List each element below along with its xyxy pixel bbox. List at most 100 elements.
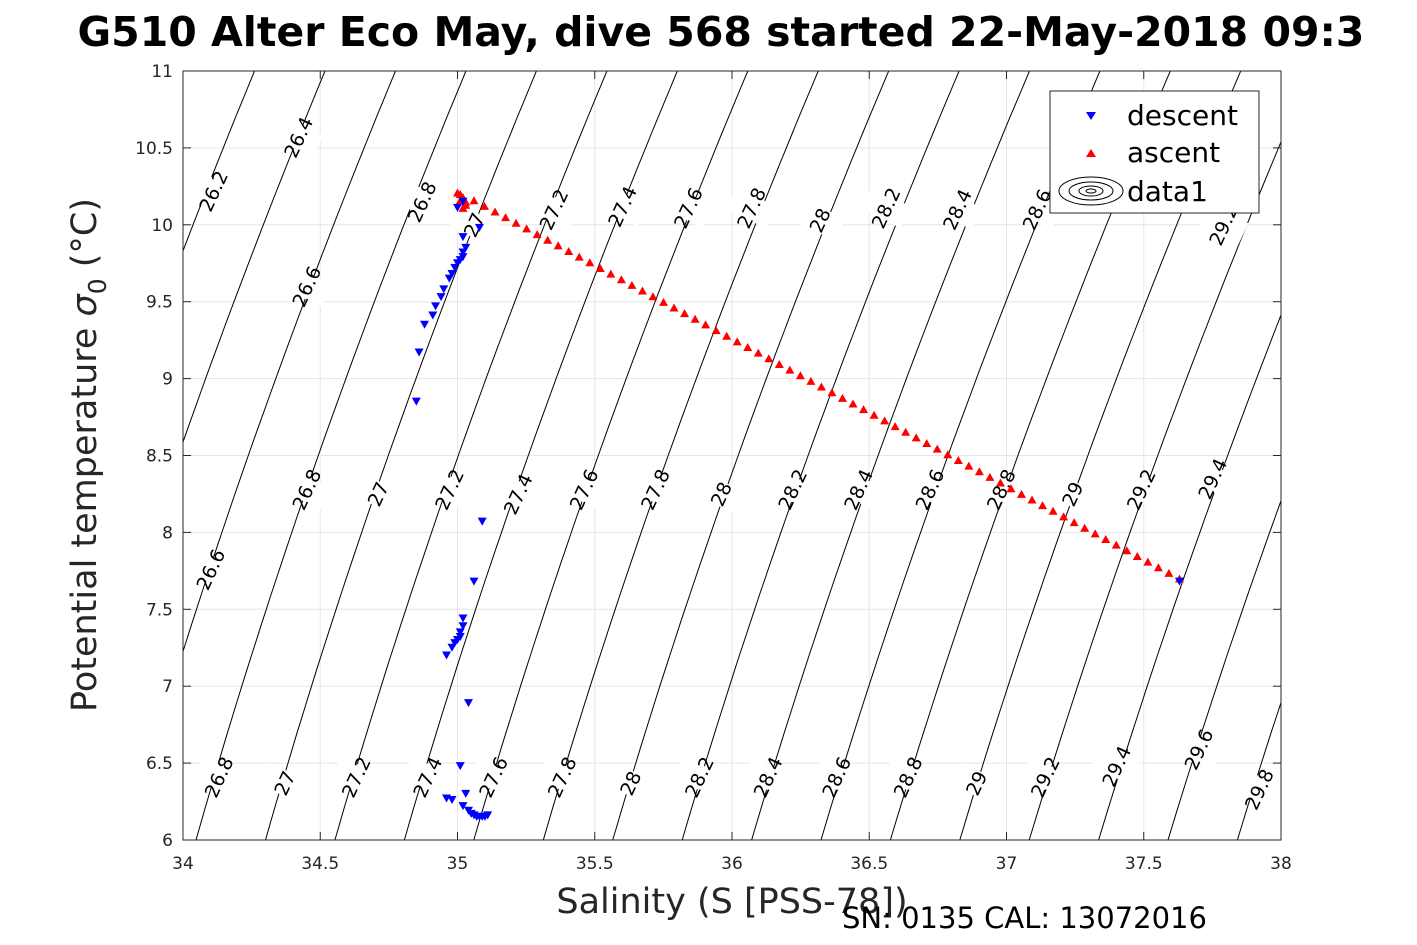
contour-label-bg <box>1019 756 1070 798</box>
contour-line <box>1167 499 1281 840</box>
legend-ascent-marker <box>1086 149 1096 157</box>
contour-label-bg <box>860 187 911 229</box>
descent-point <box>455 628 465 637</box>
ascent-point <box>953 455 963 464</box>
x-tick-label: 35 <box>447 854 469 874</box>
ascent-point <box>479 201 489 210</box>
ascent-point <box>848 399 858 408</box>
ascent-point <box>890 422 900 431</box>
descent-point <box>428 311 438 320</box>
ascent-point <box>690 314 700 323</box>
descent-point <box>450 263 460 272</box>
ascent-point <box>701 320 711 329</box>
descent-point <box>483 811 493 820</box>
y-tick-label: 6 <box>162 831 173 851</box>
contour-label-bg <box>767 469 818 510</box>
ascent-point <box>1027 495 1037 504</box>
contour-label-bg <box>696 473 747 515</box>
footer-serial-cal: SN: 0135 CAL: 13072016 <box>842 901 1207 935</box>
ascent-point <box>943 450 953 459</box>
contour-label-bg <box>528 189 579 230</box>
ascent-point <box>1059 512 1069 521</box>
x-axis-ticks: 34 34.5 35 35.5 36 36.5 37 37.5 38 <box>172 71 1292 874</box>
contour-label-bg <box>726 187 777 229</box>
y-axis-title-unit: (°C) <box>65 198 105 278</box>
ascent-point <box>522 224 532 233</box>
x-tick-label: 37 <box>996 854 1018 874</box>
contour-label-bg <box>1091 746 1142 787</box>
contour-label-bg <box>396 181 447 222</box>
x-tick-label: 38 <box>1270 854 1292 874</box>
contour-line <box>612 71 890 840</box>
contour-label-bg <box>402 756 453 798</box>
ascent-point <box>869 410 879 419</box>
ascent-point <box>1164 568 1174 577</box>
ascent-point <box>974 467 984 476</box>
descent-point <box>453 203 462 212</box>
x-tick-label: 37.5 <box>1125 854 1163 874</box>
contour-label-bg <box>352 473 403 515</box>
ascent-point <box>785 365 795 374</box>
contour-line <box>1236 700 1281 840</box>
contour-label-bg <box>794 200 845 241</box>
ascent-point <box>1006 484 1016 493</box>
x-tick-label: 35.5 <box>576 854 614 874</box>
descent-point <box>461 243 471 252</box>
y-axis-title-symbol: σ <box>65 292 105 316</box>
ascent-point <box>490 207 500 216</box>
contour-label-bg <box>742 756 793 798</box>
ascent-point <box>564 247 574 256</box>
descent-point <box>463 699 473 708</box>
x-tick-label: 34.5 <box>301 854 339 874</box>
legend-box <box>1049 90 1260 214</box>
descent-point <box>469 577 479 586</box>
ascent-point <box>711 326 721 335</box>
contour-label-bg <box>558 469 609 510</box>
x-tick-label: 36.5 <box>850 854 888 874</box>
contour-label-bg <box>281 469 332 510</box>
ascent-point <box>458 203 468 212</box>
descent-point <box>439 285 449 294</box>
ascent-point <box>606 269 616 278</box>
density-contours <box>183 71 1281 840</box>
descent-point <box>450 639 460 648</box>
contour-line <box>1098 313 1281 840</box>
contour-label-bg <box>1047 473 1098 515</box>
descent-point <box>1174 577 1184 586</box>
ascent-point <box>964 461 974 470</box>
legend-descent-marker <box>1086 112 1096 120</box>
ascent-point <box>795 371 805 380</box>
descent-point <box>442 651 452 660</box>
ascent-point <box>1016 489 1026 498</box>
ascent-point <box>627 280 637 289</box>
contour-label-bg <box>605 762 656 804</box>
ascent-point <box>1153 563 1163 572</box>
contour-label-bg <box>833 469 884 510</box>
contour-label-bg <box>882 756 933 798</box>
descent-point <box>447 270 457 279</box>
y-tick-label: 10.5 <box>135 139 173 159</box>
ascent-point <box>764 354 774 363</box>
descent-point <box>411 397 421 406</box>
contour-label-bg <box>1173 729 1224 770</box>
contour-label-bg <box>448 204 499 245</box>
y-tick-label: 7.5 <box>146 600 173 620</box>
ascent-point <box>553 241 563 250</box>
descent-point <box>436 293 446 302</box>
contour-label-bg <box>259 762 310 804</box>
ascent-point <box>985 472 995 481</box>
ascent-point <box>595 263 605 272</box>
contour-label-bg <box>951 762 1002 804</box>
legend-ascent-label: ascent <box>1127 136 1220 169</box>
ascent-point <box>585 258 595 267</box>
y-axis-ticks: 6 6.5 7 7.5 8 8.5 9 9.5 10 10.5 11 <box>135 62 1281 851</box>
y-tick-label: 9.5 <box>146 293 173 313</box>
legend-data1-label: data1 <box>1127 175 1208 208</box>
y-tick-label: 9 <box>162 370 173 390</box>
descent-point <box>453 259 462 268</box>
ascent-point <box>1080 523 1090 532</box>
ascent-point <box>827 388 837 397</box>
y-tick-label: 10 <box>151 216 173 236</box>
contour-label-bg <box>492 473 543 515</box>
